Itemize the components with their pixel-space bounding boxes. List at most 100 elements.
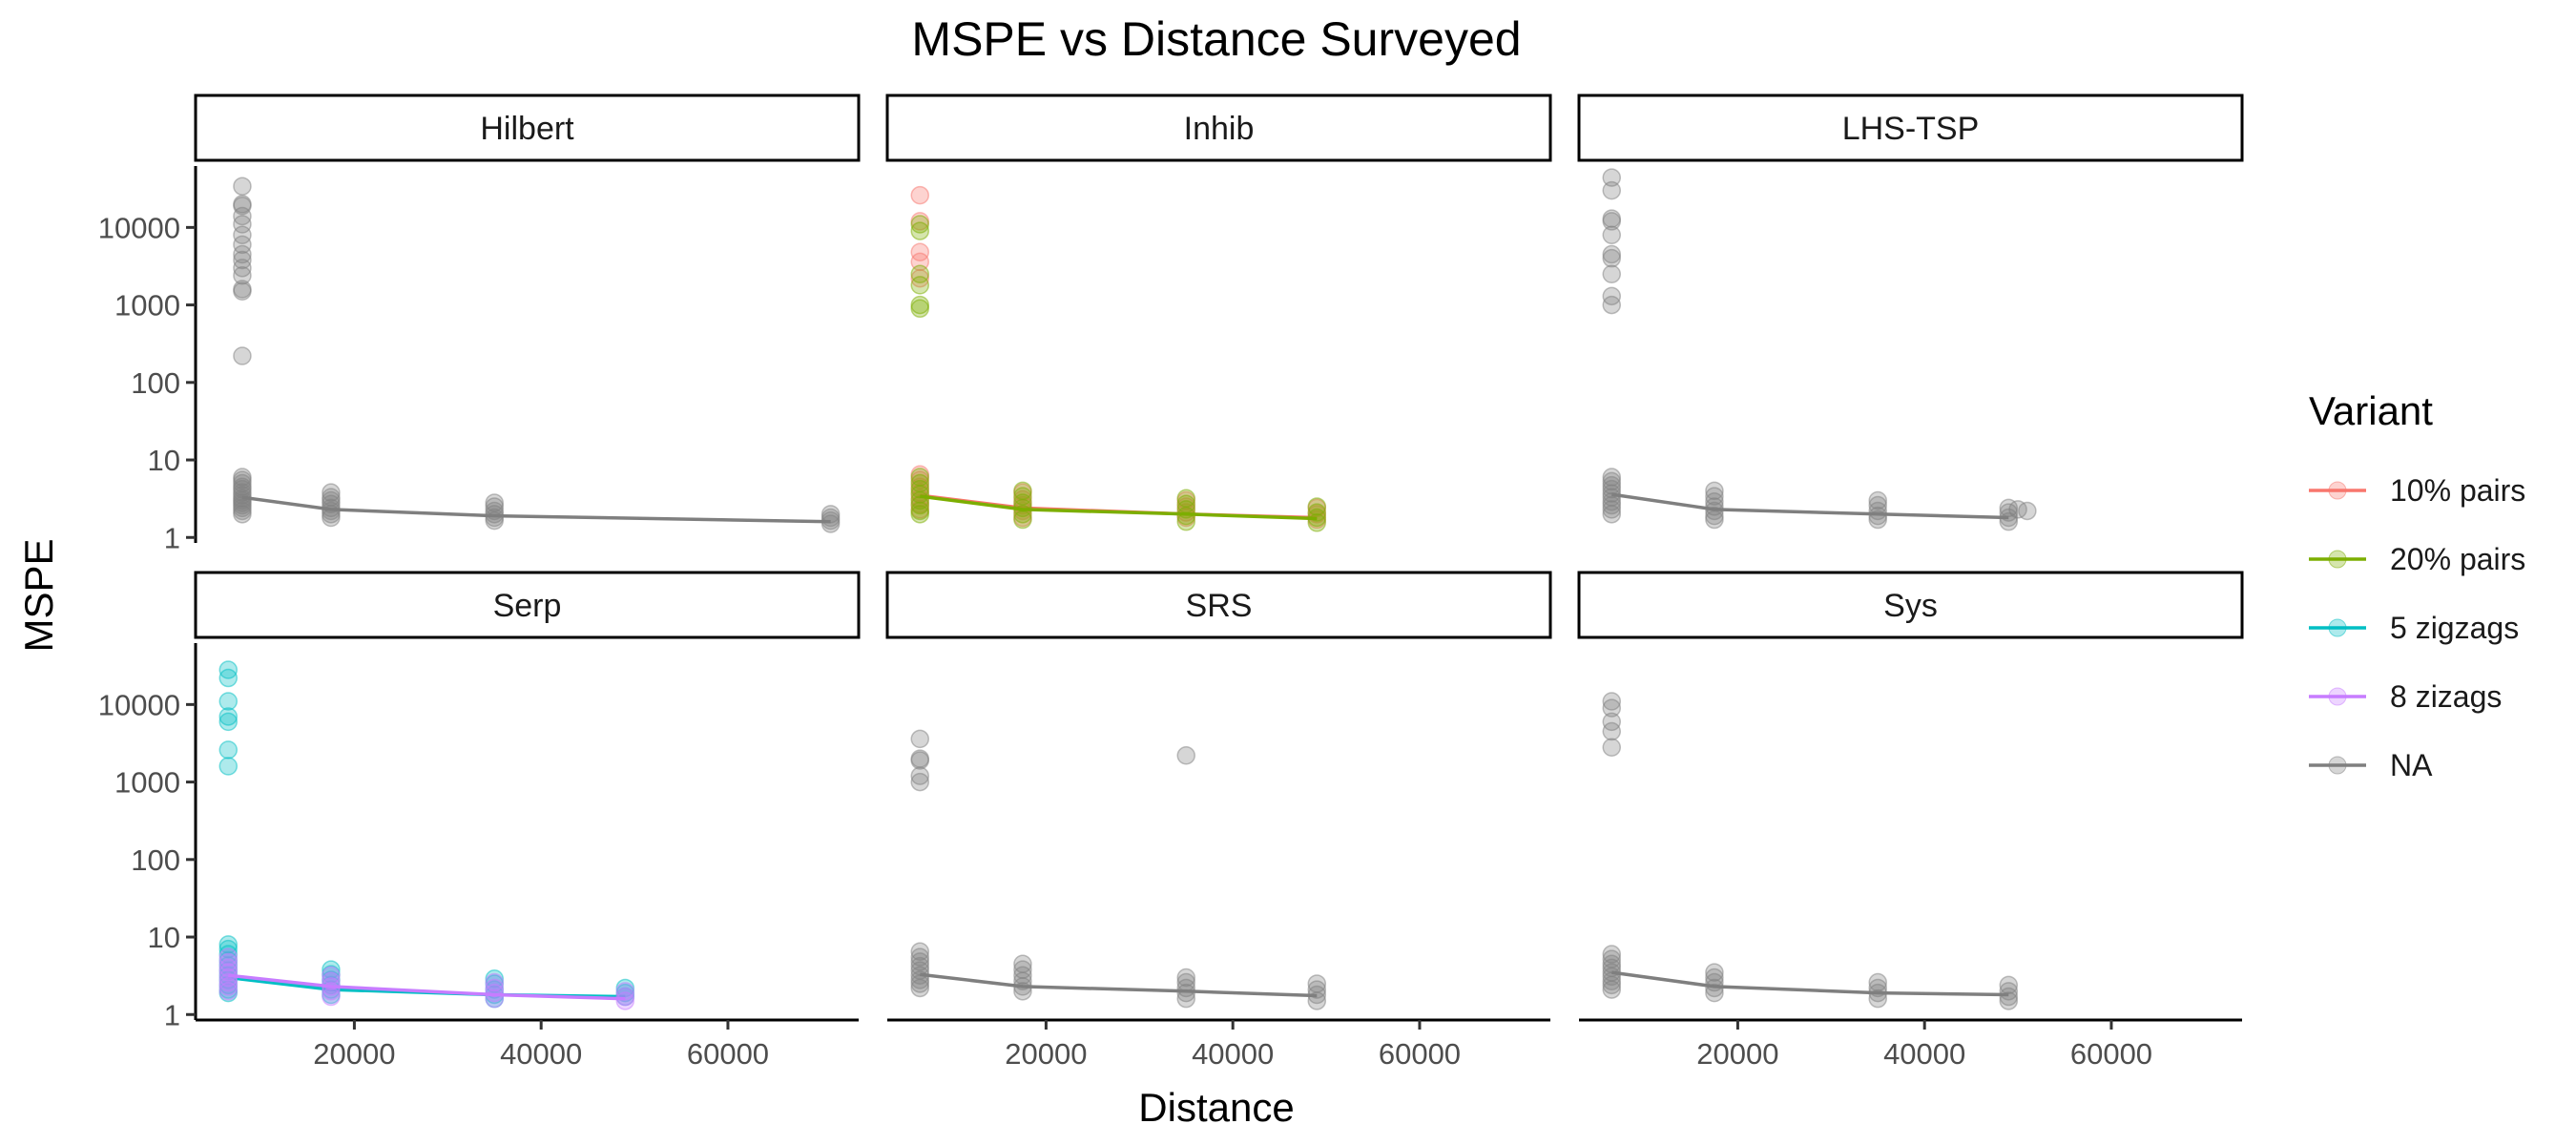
data-point	[1602, 264, 1622, 284]
data-point	[1602, 500, 1622, 519]
data-point	[910, 729, 930, 749]
legend-key-point	[2328, 550, 2347, 569]
data-point	[233, 265, 252, 285]
data-point	[910, 772, 930, 792]
x-tick-label: 40000	[1883, 1037, 1965, 1071]
legend-label: 5 zigzags	[2390, 611, 2519, 645]
y-tick-label: 10	[148, 444, 180, 477]
y-tick-label: 1	[164, 998, 180, 1031]
strip-label-srs: SRS	[1186, 588, 1253, 624]
data-point	[233, 196, 252, 216]
y-tick-label: 1000	[114, 289, 180, 323]
panel-sys: Sys 20000 40000 60000	[1577, 571, 2244, 1071]
data-point	[233, 346, 252, 365]
data-point	[1602, 698, 1622, 718]
data-point	[1602, 980, 1622, 999]
data-point	[1602, 168, 1622, 187]
data-point	[615, 987, 635, 1007]
data-point	[218, 740, 239, 760]
data-point	[1602, 505, 1622, 524]
legend-key-point	[2328, 687, 2347, 706]
strip-label-hilbert: Hilbert	[480, 111, 574, 147]
legend-key-point	[2328, 756, 2347, 775]
series-na	[1602, 168, 2037, 531]
series-10-pairs	[910, 185, 1327, 530]
legend-entry-10-pairs: 10% pairs	[2309, 473, 2525, 508]
y-tick-label: 10000	[98, 211, 180, 244]
data-point	[218, 952, 239, 972]
x-tick-label: 60000	[2070, 1037, 2152, 1071]
data-point	[1602, 712, 1622, 732]
strip-label-inhib: Inhib	[1184, 111, 1255, 147]
data-point	[910, 221, 930, 240]
data-point	[1602, 692, 1622, 711]
legend-title: Variant	[2309, 388, 2433, 433]
data-point	[1602, 975, 1622, 995]
strip-hilbert	[194, 94, 861, 162]
data-point	[1602, 212, 1622, 231]
data-point	[2018, 501, 2037, 521]
y-tick-label: 10	[148, 921, 180, 954]
data-point	[233, 259, 252, 278]
data-point	[485, 978, 504, 998]
series-line-20-pairs	[920, 494, 1318, 521]
strip-inhib	[885, 94, 1552, 162]
legend-label: 10% pairs	[2390, 473, 2525, 508]
series-line-na	[1611, 970, 2009, 997]
data-point	[1705, 481, 1724, 501]
series-line-na	[241, 495, 831, 524]
data-point	[218, 712, 239, 732]
strip-label-lhs-tsp: LHS-TSP	[1842, 111, 1980, 147]
y-tick-label: 1	[164, 521, 180, 554]
data-point	[1602, 945, 1622, 964]
data-point	[218, 707, 239, 726]
legend-label: NA	[2390, 748, 2433, 782]
data-point	[910, 751, 930, 770]
data-point	[218, 668, 239, 688]
strip-sys	[1577, 571, 2244, 639]
data-point	[1013, 510, 1032, 530]
data-point	[322, 987, 341, 1007]
data-point	[1705, 983, 1724, 1003]
data-point	[1602, 225, 1622, 244]
data-point	[233, 244, 252, 264]
strip-label-sys: Sys	[1883, 588, 1938, 624]
data-point	[485, 972, 504, 992]
data-point	[218, 982, 239, 1001]
panel-inhib: Inhib	[885, 94, 1552, 532]
x-tick-label: 60000	[687, 1037, 769, 1071]
y-axis-title: MSPE	[16, 538, 61, 652]
legend-entry-20-pairs: 20% pairs	[2309, 542, 2525, 576]
data-point	[910, 942, 930, 961]
x-axis-title: Distance	[1138, 1085, 1294, 1130]
data-point	[910, 242, 930, 262]
data-point	[1602, 721, 1622, 741]
data-point	[1176, 968, 1195, 988]
panel-lhs-tsp: LHS-TSP	[1577, 94, 2244, 531]
legend: Variant 10% pairs 20% pairs 5 zigzags 8 ziz…	[2309, 388, 2525, 782]
data-point	[233, 281, 252, 302]
strip-serp	[194, 571, 861, 639]
series-5-zigzags	[218, 660, 635, 1009]
data-point	[1705, 963, 1724, 982]
data-point	[218, 757, 239, 776]
chart-title: MSPE vs Distance Surveyed	[911, 12, 1521, 66]
series-20-pairs	[910, 215, 1327, 532]
data-point	[233, 505, 252, 524]
series-line-na	[920, 972, 1318, 998]
strip-lhs-tsp	[1577, 94, 2244, 162]
data-point	[910, 299, 930, 319]
data-point	[1705, 487, 1724, 506]
data-point	[1602, 738, 1622, 758]
data-point	[218, 977, 239, 996]
data-point	[1868, 490, 1887, 510]
data-point	[910, 276, 930, 295]
data-point	[910, 978, 930, 998]
strip-label-serp: Serp	[493, 588, 562, 624]
data-point	[233, 225, 252, 244]
legend-key-point	[2328, 481, 2347, 500]
panel-serp: Serp 1 10 100 1000 10000 20000 40000 60000	[98, 571, 861, 1071]
data-point	[1705, 510, 1724, 530]
data-point	[1602, 244, 1622, 264]
